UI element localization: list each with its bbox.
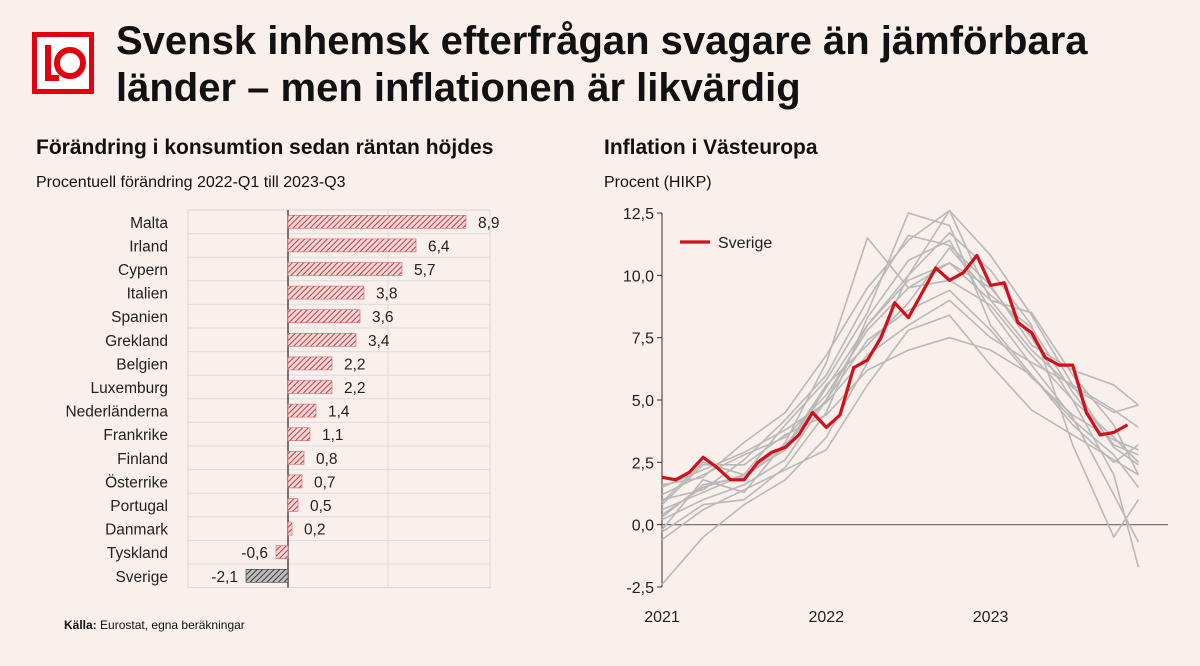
data-label: 3,8: [376, 286, 398, 303]
bar-portugal: [287, 498, 299, 512]
category-label: Belgien: [116, 356, 168, 373]
consumption-bar-chart: Malta 8,9 Irland 6,4 Cypern 5,7 Italien 3,8 Span…: [65, 209, 500, 589]
source-text: Eurostat, egna beräkningar: [100, 618, 245, 632]
bar-spanien: [287, 309, 361, 324]
category-label: Malta: [130, 215, 168, 232]
series-line-country-4: [661, 279, 1139, 496]
data-label: 1,1: [322, 427, 344, 444]
line-series: [661, 209, 1140, 586]
bar-malta: [287, 215, 467, 229]
y-tick-label: -2,5: [626, 580, 654, 597]
data-label: 6,4: [428, 238, 450, 255]
bar-danmark: [287, 521, 293, 536]
title-line-2: länder – men inflationen är likvärdig: [116, 66, 801, 110]
x-tick-label: 2023: [973, 609, 1009, 626]
left-chart-title: Förändring i konsumtion sedan räntan höj…: [36, 136, 494, 159]
series-line-country-11: [661, 209, 1139, 486]
bar-italien: [287, 285, 365, 300]
source-note: Källa: Eurostat, egna beräkningar: [64, 618, 245, 632]
source-label: Källa:: [64, 618, 97, 632]
bar-finland: [287, 450, 305, 465]
category-label: Danmark: [105, 522, 168, 539]
category-label: Irland: [129, 238, 168, 255]
category-label: Luxemburg: [90, 380, 168, 397]
data-label: 5,7: [414, 262, 436, 279]
lo-logo: [32, 32, 94, 94]
data-label: 0,7: [314, 474, 336, 491]
title-line-1: Svensk inhemsk efterfrågan svagare än jä…: [116, 19, 1088, 63]
bar-cypern: [287, 262, 403, 276]
bar-sverige: [245, 568, 289, 583]
series-line-sverige: [661, 253, 1129, 482]
bar-luxemburg: [287, 380, 333, 394]
data-label: 2,2: [344, 356, 366, 373]
category-label: Österrike: [105, 473, 168, 491]
series-line-country-3: [661, 212, 1139, 503]
bar-grekland: [287, 332, 357, 347]
bar-belgien: [287, 356, 333, 371]
bar-frankrike: [287, 427, 311, 442]
category-label: Grekland: [105, 333, 168, 350]
series-line-country-6: [661, 239, 1140, 543]
data-label: 3,4: [368, 333, 390, 350]
data-label: 8,9: [478, 215, 500, 232]
series-line-country-8: [661, 262, 1140, 516]
category-label: Frankrike: [103, 427, 168, 444]
y-tick-label: 12,5: [623, 206, 654, 223]
series-line-country-12: [661, 289, 1139, 521]
category-label: Nederländerna: [65, 404, 168, 421]
series-line-country-2: [661, 237, 1140, 568]
bar-marks: Malta 8,9 Irland 6,4 Cypern 5,7 Italien 3,8 Span…: [65, 215, 499, 586]
data-label: 3,6: [372, 309, 394, 326]
y-tick-label: 5,0: [632, 393, 654, 410]
data-label: 0,5: [310, 498, 332, 515]
category-label: Finland: [117, 451, 168, 468]
category-label: Italien: [127, 286, 168, 303]
bar-österrike: [287, 474, 303, 489]
y-tick-label: 10,0: [623, 268, 654, 285]
right-chart-title: Inflation i Västeuropa: [604, 136, 818, 159]
left-chart-unit: Procentuell förändring 2022-Q1 till 2023…: [36, 174, 346, 191]
data-label: -2,1: [211, 569, 238, 586]
data-label: -0,6: [241, 545, 268, 562]
line-axes: -2,5 0,0 2,5 5,0 7,5 10,0 12,5 2021 2022 2023: [623, 206, 1168, 626]
x-tick-label: 2022: [808, 609, 844, 626]
y-tick-label: 7,5: [632, 331, 654, 348]
data-label: 2,2: [344, 380, 366, 397]
category-label: Sverige: [115, 569, 168, 586]
data-label: 0,2: [304, 522, 326, 539]
x-tick-label: 2021: [644, 609, 680, 626]
category-label: Cypern: [118, 262, 168, 279]
legend-label-sverige: Sverige: [718, 235, 772, 252]
y-tick-label: 2,5: [632, 455, 654, 472]
inflation-line-chart: -2,5 0,0 2,5 5,0 7,5 10,0 12,5 2021 2022 2023 Sve…: [623, 206, 1168, 626]
category-label: Spanien: [111, 309, 168, 326]
bar-nederländerna: [287, 403, 317, 418]
data-label: 0,8: [316, 451, 338, 468]
series-line-country-9: [661, 336, 1140, 506]
legend: Sverige: [680, 235, 772, 252]
y-tick-label: 0,0: [632, 518, 654, 535]
right-chart-unit: Procent (HIKP): [604, 174, 712, 191]
category-label: Tyskland: [107, 545, 168, 562]
category-label: Portugal: [110, 498, 168, 515]
bar-irland: [287, 238, 417, 253]
data-label: 1,4: [328, 404, 350, 421]
bar-tyskland: [275, 545, 289, 560]
series-line-country-10: [661, 232, 1140, 586]
page-title: Svensk inhemsk efterfrågan svagare än jä…: [116, 18, 1186, 112]
series-line-country-14: [661, 314, 1139, 541]
